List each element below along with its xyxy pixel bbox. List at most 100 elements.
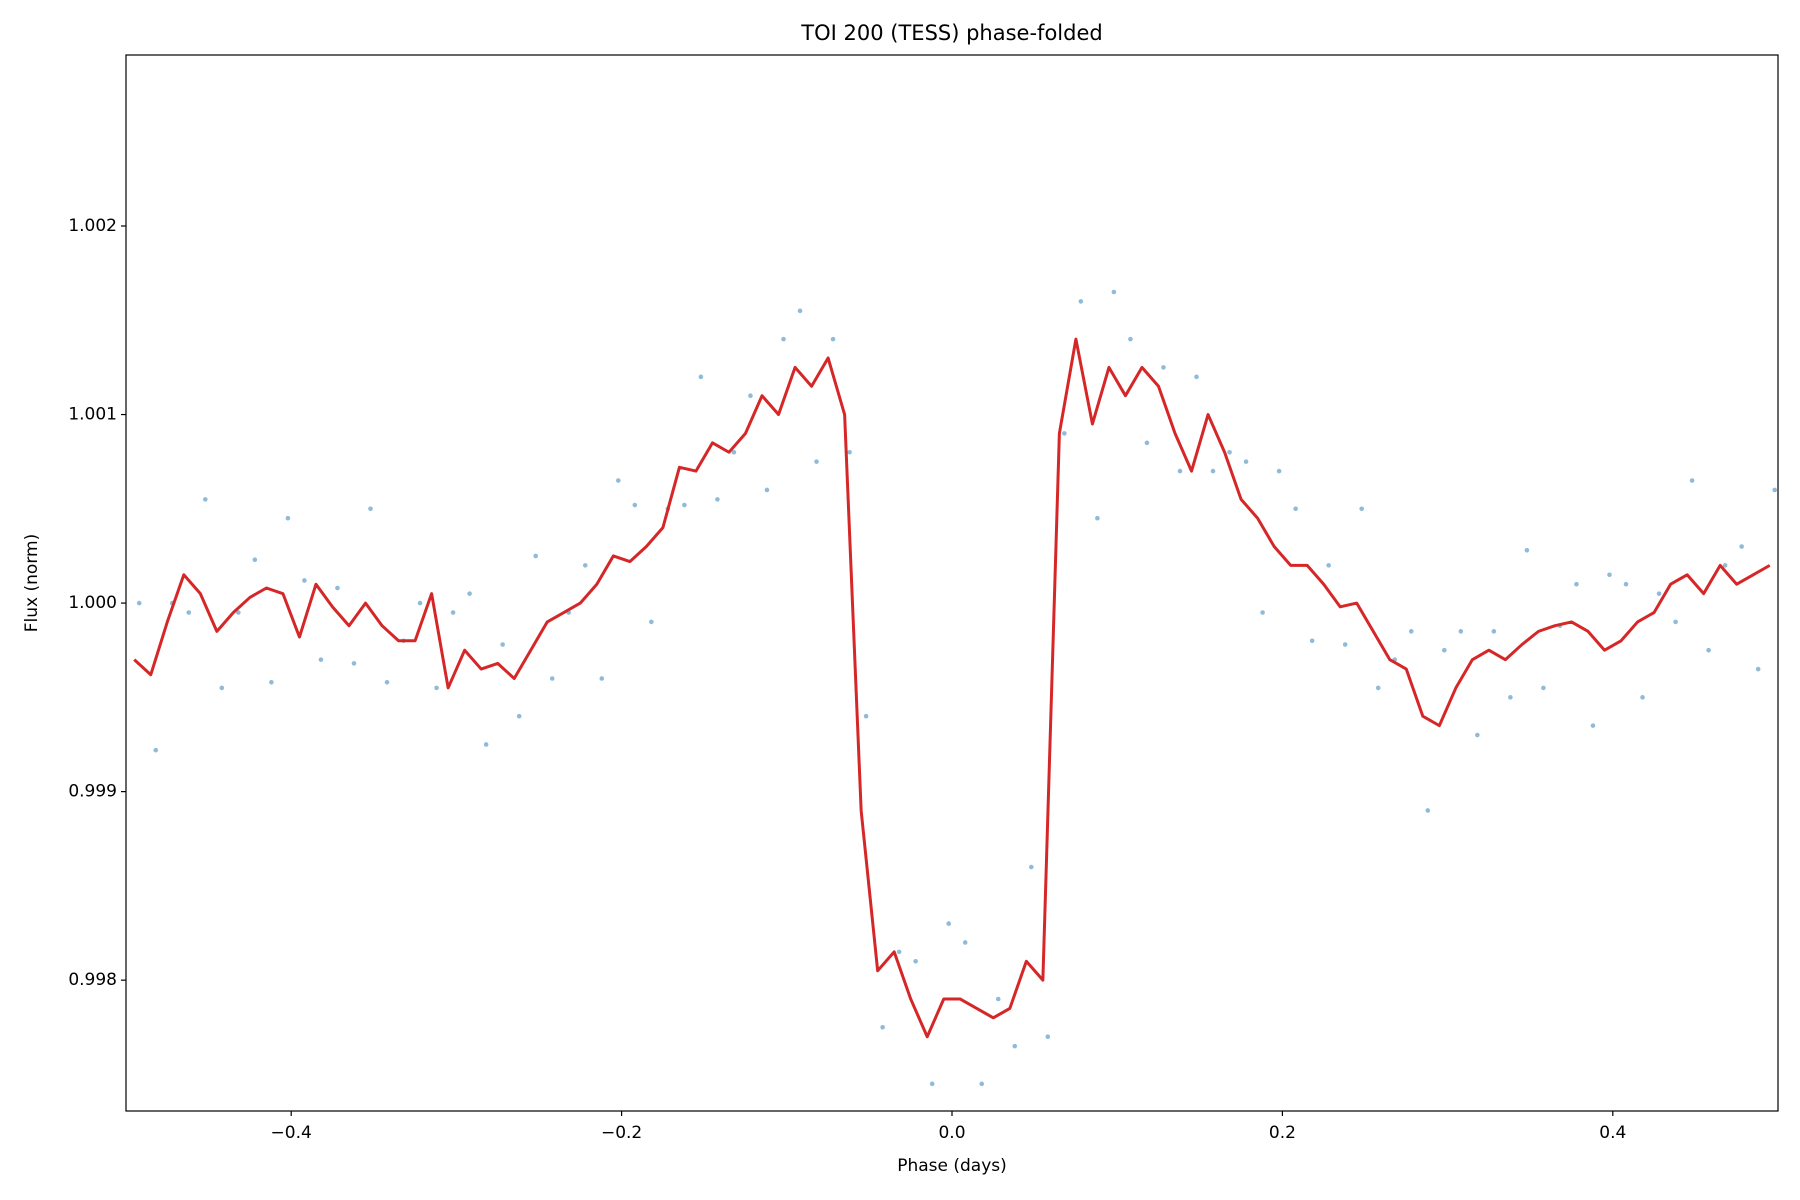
data-point [781, 336, 786, 342]
data-point [1111, 289, 1117, 295]
data-point [863, 713, 869, 719]
data-point [1706, 647, 1711, 653]
data-point [1574, 581, 1579, 587]
x-tick-label: 0.2 [1269, 1123, 1296, 1143]
y-tick-label: 0.999 [68, 782, 117, 802]
data-point [1689, 478, 1695, 483]
data-point [1491, 629, 1497, 634]
data-point [219, 685, 225, 691]
data-point [698, 374, 704, 380]
y-tick-label: 1.001 [68, 405, 117, 425]
data-point [1441, 647, 1447, 653]
data-point [1095, 515, 1100, 521]
data-point [1028, 864, 1034, 870]
data-point [1673, 619, 1678, 625]
plot-frame [125, 54, 1779, 1112]
y-axis-label: Flux (norm) [22, 534, 42, 632]
data-point [1342, 642, 1348, 647]
data-point [136, 600, 142, 606]
data-point [797, 308, 803, 314]
data-point [384, 679, 390, 685]
data-point [335, 585, 340, 591]
data-point [1260, 610, 1265, 615]
data-point [1012, 1043, 1018, 1049]
data-point [1722, 563, 1728, 568]
data-point [450, 610, 456, 615]
data-point [649, 619, 654, 625]
data-point [1161, 365, 1166, 370]
data-point [582, 563, 588, 568]
data-point [302, 578, 307, 583]
data-point [880, 1024, 885, 1030]
data-point [764, 487, 770, 493]
data-point [748, 393, 753, 398]
data-point [153, 747, 159, 753]
data-point [715, 497, 720, 502]
data-point [1210, 468, 1216, 474]
plot-area [133, 289, 1777, 1087]
data-point [1475, 732, 1480, 738]
data-point [1128, 336, 1133, 342]
data-point [236, 610, 241, 615]
data-point [252, 557, 258, 563]
data-point [962, 940, 968, 945]
data-point [368, 506, 373, 512]
x-tick-label: −0.4 [271, 1123, 312, 1143]
data-point [1177, 468, 1183, 474]
data-point [814, 459, 819, 464]
data-point [682, 502, 687, 508]
data-point [979, 1081, 985, 1087]
y-tick-label: 1.000 [68, 593, 117, 613]
data-point [1590, 723, 1596, 728]
data-point [632, 502, 638, 508]
data-point [1755, 666, 1761, 672]
data-point [318, 657, 324, 662]
x-tick-label: −0.2 [601, 1123, 642, 1143]
data-point [1326, 563, 1331, 568]
data-point [1425, 808, 1431, 813]
data-point [285, 515, 291, 521]
data-point [1293, 506, 1298, 512]
data-point [269, 679, 274, 685]
data-point [1227, 449, 1232, 455]
data-point [1508, 695, 1513, 700]
data-point [1458, 629, 1464, 634]
data-point [1276, 468, 1282, 474]
data-point [516, 713, 522, 719]
data-point [1408, 629, 1414, 634]
binned-line [133, 337, 1771, 1039]
data-point [467, 591, 472, 596]
data-point [417, 600, 423, 606]
data-point [1144, 440, 1150, 446]
data-point [1607, 572, 1612, 578]
data-point [1772, 487, 1777, 493]
data-point [1739, 544, 1744, 549]
data-point [351, 661, 357, 666]
x-axis-label: Phase (days) [897, 1156, 1007, 1176]
data-point [1243, 459, 1249, 464]
data-point [1541, 685, 1546, 691]
data-point [533, 553, 538, 559]
data-point [1309, 638, 1315, 644]
data-point [896, 949, 902, 955]
data-point [1524, 547, 1530, 553]
data-point [500, 642, 505, 647]
data-point [946, 921, 951, 926]
data-point [549, 676, 555, 681]
data-point [847, 449, 852, 455]
y-tick-label: 1.002 [68, 216, 117, 236]
data-point [615, 478, 621, 483]
x-tick-label: 0.4 [1599, 1123, 1626, 1143]
data-point [1640, 695, 1645, 700]
data-point [186, 610, 192, 615]
data-point [929, 1081, 935, 1087]
data-point [202, 497, 208, 502]
data-point [1062, 431, 1067, 436]
data-point [731, 449, 737, 455]
data-point [483, 742, 489, 747]
data-point [1375, 685, 1381, 691]
data-point [1656, 591, 1662, 596]
data-point [599, 676, 605, 681]
data-point [434, 685, 439, 691]
data-point [913, 959, 918, 964]
